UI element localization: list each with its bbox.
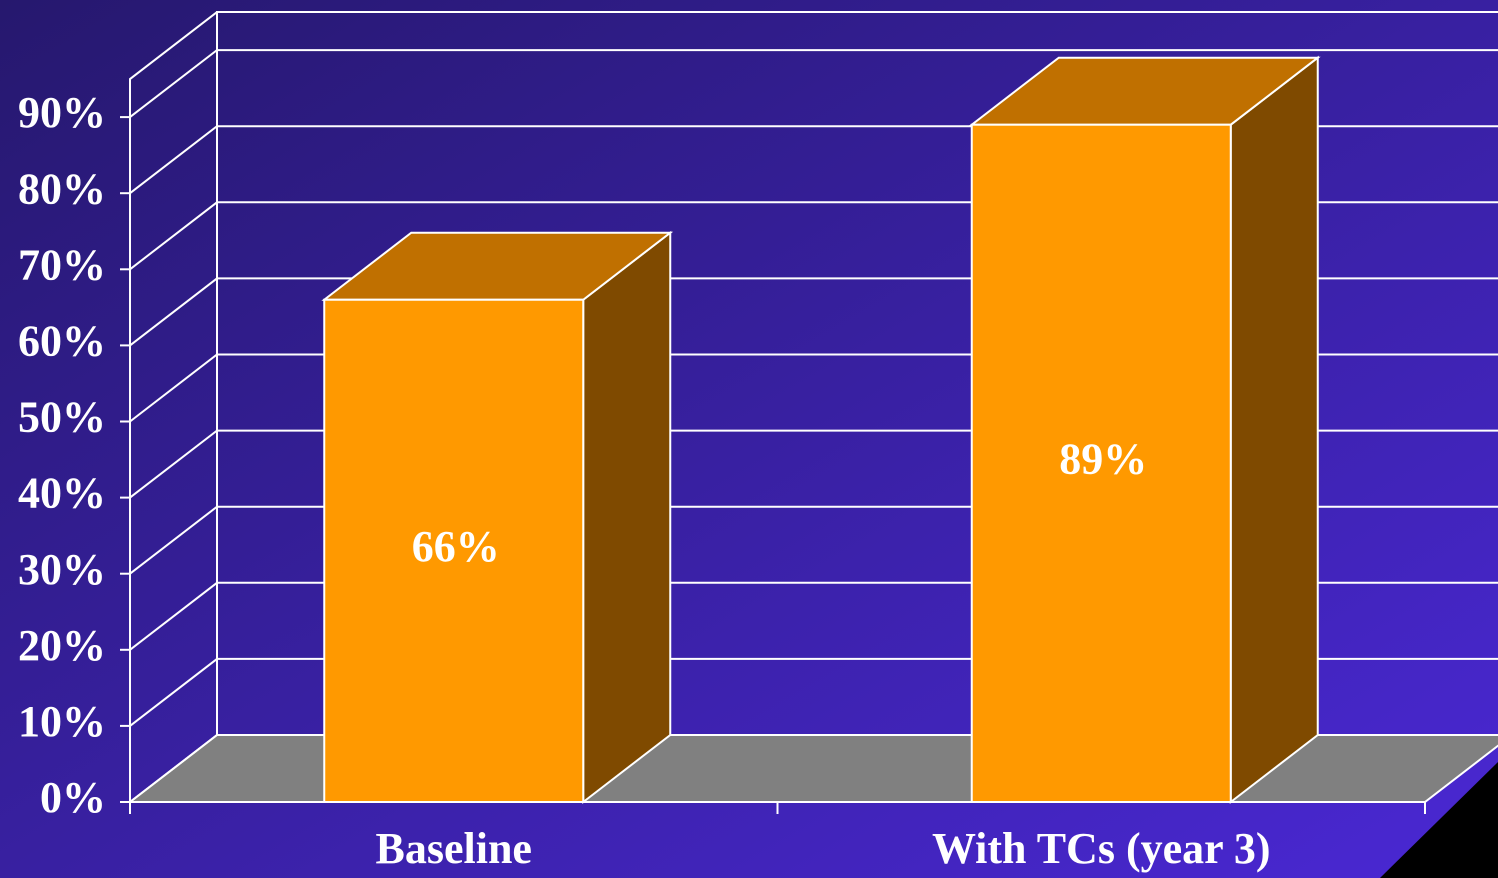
y-tick-label: 30% (18, 545, 106, 594)
y-tick-label: 0% (40, 773, 106, 822)
value-label: 66% (412, 522, 500, 571)
value-label: 89% (1059, 434, 1147, 483)
logo (1380, 762, 1498, 878)
side-wall (129, 11, 218, 802)
x-tick-label: Baseline (376, 824, 532, 873)
bar (970, 123, 1232, 803)
y-tick-label: 60% (18, 316, 106, 365)
bar-side (582, 230, 672, 805)
y-tick-label: 20% (18, 621, 106, 670)
y-tick-label: 10% (18, 697, 106, 746)
y-tick-label: 80% (18, 164, 106, 213)
grid-line (129, 49, 1498, 118)
x-tick-label: With TCs (year 3) (932, 824, 1271, 873)
y-tick-label: 70% (18, 240, 106, 289)
y-tick-label: 50% (18, 393, 106, 442)
y-tick-label: 40% (18, 469, 106, 518)
y-tick-label: 90% (18, 88, 106, 137)
bar (323, 298, 585, 803)
bar-side (1229, 55, 1319, 805)
